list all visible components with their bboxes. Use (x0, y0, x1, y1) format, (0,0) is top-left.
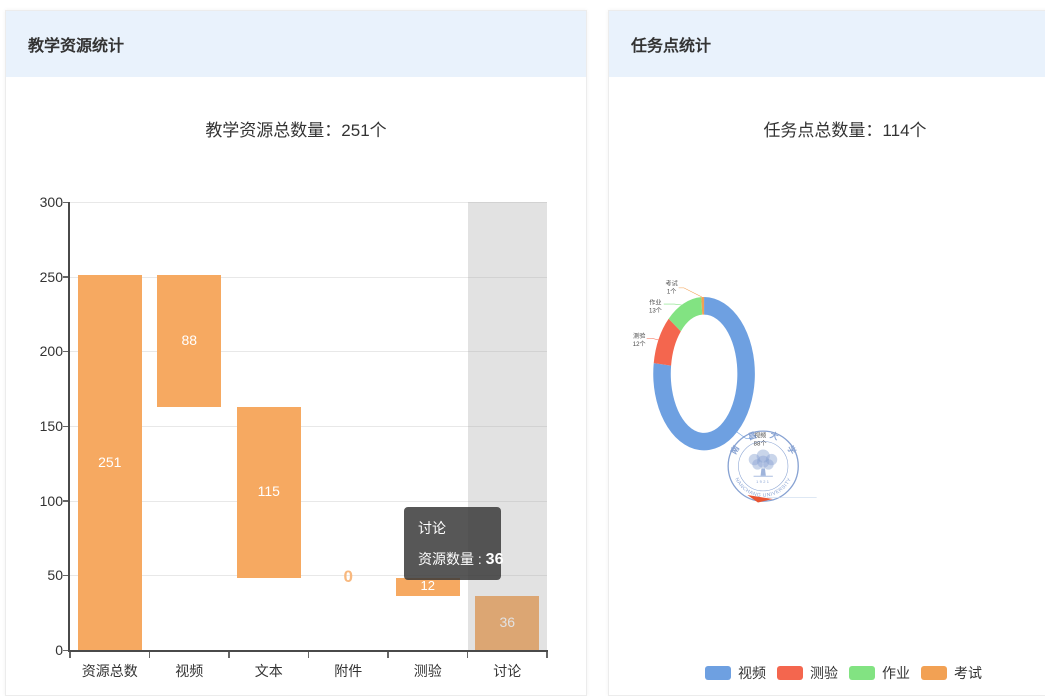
legend-label: 视频 (738, 665, 766, 681)
x-axis-tick (466, 652, 469, 658)
legend-swatch (777, 666, 803, 680)
tooltip-value: 36 (485, 551, 504, 568)
x-axis-category-label: 文本 (254, 663, 283, 679)
pie-label-leader-line (646, 337, 659, 341)
pie-label-leader-line (736, 431, 753, 439)
seal-char: 昌 (746, 430, 757, 442)
pie-label-leader-line (663, 303, 685, 306)
x-axis-category-label: 测验 (413, 663, 442, 679)
chart-tooltip: 讨论 资源数量 : 36 (404, 507, 504, 580)
pie-label-name: 作业 (649, 298, 661, 306)
y-axis-tick-label: 300 (39, 194, 63, 210)
hover-highlight-band (467, 202, 547, 650)
panel-header: 教学资源统计 (6, 11, 586, 77)
gridline (70, 276, 547, 278)
tooltip-label: 资源数量 (418, 551, 474, 567)
panel-header-title: 任务点统计 (631, 38, 712, 55)
pie-chart-title: 任务点总数量：114个 (763, 121, 927, 140)
bar-segment[interactable] (395, 578, 460, 597)
pie-label-value: 88个 (754, 441, 767, 448)
y-axis-tick (63, 201, 70, 203)
gridline (70, 575, 547, 577)
gridline (70, 351, 547, 353)
gridline (70, 500, 547, 502)
x-axis-line (68, 650, 548, 652)
pie-label-leader-line (678, 287, 703, 298)
bar-value-label: 88 (181, 331, 198, 348)
pie-label-name: 考试 (666, 280, 678, 288)
x-axis-tick (228, 652, 230, 658)
panel-header: 任务点统计 (609, 11, 1045, 77)
legend-swatch (849, 666, 875, 680)
x-axis-tick (69, 652, 71, 658)
x-axis-tick (307, 652, 310, 658)
bar-value-label: 12 (420, 578, 435, 594)
legend-label: 测验 (810, 665, 838, 681)
bar-zero-value-label: 0 (343, 567, 353, 587)
bar-segment[interactable] (475, 596, 540, 650)
legend-item-作业[interactable]: 作业 (849, 663, 910, 683)
seal-inner-ring (738, 441, 789, 492)
x-axis-category-label: 讨论 (493, 663, 522, 679)
y-axis-tick (63, 574, 70, 577)
pie-legend: 视频 测验 作业 考试 (705, 663, 993, 683)
task-points-panel: 任务点统计 任务点总数量：114个 视频 88个 测验 12个 作业 13个 考试 1个 南 … (608, 10, 1045, 696)
pie-label-value: 12个 (633, 341, 646, 348)
x-axis-category-label: 附件 (334, 663, 363, 679)
pie-label-value: 1个 (667, 289, 677, 296)
legend-label: 考试 (954, 665, 982, 681)
bar-segment[interactable] (77, 275, 142, 650)
bar-value-label: 115 (257, 483, 280, 500)
mouse-cursor (747, 495, 773, 503)
tooltip-value-row: 资源数量 : 36 (418, 549, 504, 569)
legend-label: 作业 (882, 665, 910, 681)
pie-slice-考试[interactable] (701, 297, 705, 315)
y-axis-tick (63, 649, 70, 651)
y-axis-tick (63, 425, 70, 427)
legend-swatch (921, 666, 947, 680)
tooltip-separator: : (474, 551, 486, 567)
pie-label-name: 测验 (633, 332, 645, 340)
y-axis-tick-label: 250 (39, 268, 63, 285)
y-axis-tick (63, 276, 70, 278)
y-axis-tick (63, 350, 70, 353)
legend-item-视频[interactable]: 视频 (705, 663, 766, 683)
legend-swatch (705, 666, 731, 680)
y-axis-tick-label: 200 (39, 343, 63, 360)
pie-label-name: 视频 (754, 432, 766, 440)
bar-value-label: 251 (98, 453, 122, 470)
legend-item-考试[interactable]: 考试 (921, 663, 982, 683)
seal-year: 1921 (756, 479, 770, 484)
gridline (70, 426, 547, 427)
teaching-resources-panel: 教学资源统计 教学资源总数量：251个 0 50 100 150 200 250 300 资源… (5, 10, 587, 696)
y-axis-tick (63, 500, 70, 502)
pie-slice-测验[interactable] (653, 318, 681, 366)
bar-segment[interactable] (236, 406, 301, 579)
bar-segment[interactable] (157, 275, 222, 407)
pie-slice-视频[interactable] (653, 297, 755, 451)
seal-tree-emblem (748, 449, 778, 477)
bar-chart-title: 教学资源总数量：251个 (205, 121, 387, 140)
y-axis-tick-label: 50 (47, 567, 63, 584)
y-axis-tick-label: 100 (39, 492, 63, 509)
bar-value-label: 36 (499, 614, 516, 631)
y-axis-tick-label: 0 (55, 642, 63, 658)
x-axis-category-label: 资源总数 (81, 663, 138, 679)
bar-chart-plot-area: 0 50 100 150 200 250 300 资源总数 视频 文本 附件 测验 讨论 251 88 115… (6, 11, 586, 695)
tooltip-series-name: 讨论 (418, 520, 446, 536)
x-axis-category-label: 视频 (175, 663, 204, 679)
x-axis-tick (546, 652, 548, 658)
x-axis-tick (387, 652, 389, 658)
legend-item-测验[interactable]: 测验 (777, 663, 838, 683)
y-axis-line (68, 202, 70, 652)
panel-header-title: 教学资源统计 (28, 38, 125, 55)
pie-label-value: 13个 (649, 307, 662, 314)
pie-slice-作业[interactable] (668, 297, 703, 332)
x-axis-tick (148, 652, 151, 658)
seal-char: 大 (769, 430, 781, 442)
y-axis-tick-label: 150 (39, 418, 63, 434)
gridline (70, 202, 547, 203)
